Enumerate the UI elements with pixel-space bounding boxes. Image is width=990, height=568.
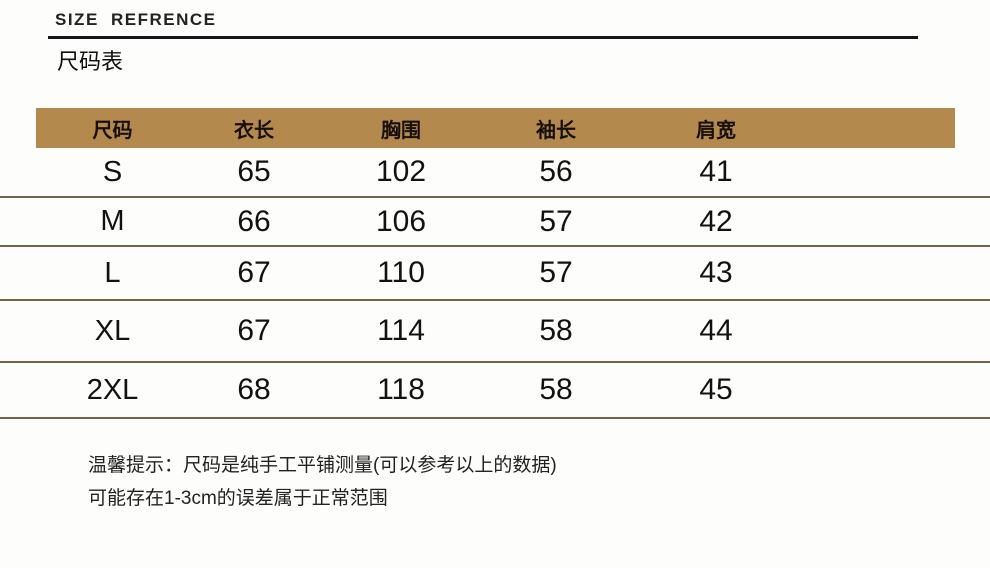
size-label: S [102, 155, 123, 188]
sleeve-value: 58 [539, 314, 573, 347]
column-header-size: 尺码 [92, 119, 133, 142]
note-line-2: 可能存在1-3cm的误差属于正常范围 [88, 488, 388, 509]
column-header-chest: 胸围 [381, 119, 421, 142]
chest-value: 106 [375, 204, 427, 238]
table-header-row: 尺码 衣长 胸围 袖长 肩宽 [0, 108, 990, 148]
page-title-cn: 尺码表 [57, 49, 124, 74]
table-row: M 66 106 57 42 [0, 198, 990, 247]
size-label: L [104, 256, 121, 289]
table-row: XL 67 114 58 44 [0, 301, 990, 363]
column-header-sleeve: 袖长 [536, 119, 576, 142]
size-table: 尺码 衣长 胸围 袖长 肩宽 S 65 102 56 41 M 66 106 5… [0, 108, 990, 419]
table-row: L 67 110 57 43 [0, 247, 990, 301]
length-value: 65 [237, 155, 271, 188]
measurement-notes: 温馨提示：尺码是纯手工平铺测量(可以参考以上的数据) 可能存在1-3cm的误差属… [88, 449, 990, 515]
title-underline [48, 36, 918, 39]
sleeve-value: 57 [539, 256, 573, 289]
shoulder-value: 43 [699, 256, 733, 289]
column-header-shoulder: 肩宽 [696, 119, 736, 142]
sleeve-value: 57 [539, 204, 573, 238]
table-row: 2XL 68 118 58 45 [0, 363, 990, 419]
size-reference-page: SIZE REFRENCE 尺码表 尺码 衣长 胸围 袖长 肩宽 S 65 10… [0, 10, 990, 568]
chest-value: 102 [375, 155, 427, 188]
chest-value: 118 [377, 373, 425, 406]
size-label: XL [94, 314, 131, 347]
shoulder-value: 44 [699, 314, 733, 347]
sleeve-value: 56 [539, 155, 573, 188]
size-label: M [100, 205, 125, 237]
shoulder-value: 41 [699, 155, 733, 188]
size-label: 2XL [86, 373, 139, 406]
length-value: 66 [237, 204, 271, 238]
table-row: S 65 102 56 41 [0, 148, 990, 198]
page-title-en: SIZE REFRENCE [55, 10, 217, 29]
shoulder-value: 45 [699, 373, 733, 406]
column-header-length: 衣长 [234, 119, 274, 142]
note-line-1: 温馨提示：尺码是纯手工平铺测量(可以参考以上的数据) [88, 455, 557, 476]
chest-value: 110 [377, 256, 425, 289]
length-value: 68 [237, 373, 271, 406]
chest-value: 114 [377, 314, 425, 347]
shoulder-value: 42 [699, 204, 733, 238]
sleeve-value: 58 [539, 373, 573, 406]
length-value: 67 [237, 256, 271, 289]
length-value: 67 [237, 314, 271, 347]
